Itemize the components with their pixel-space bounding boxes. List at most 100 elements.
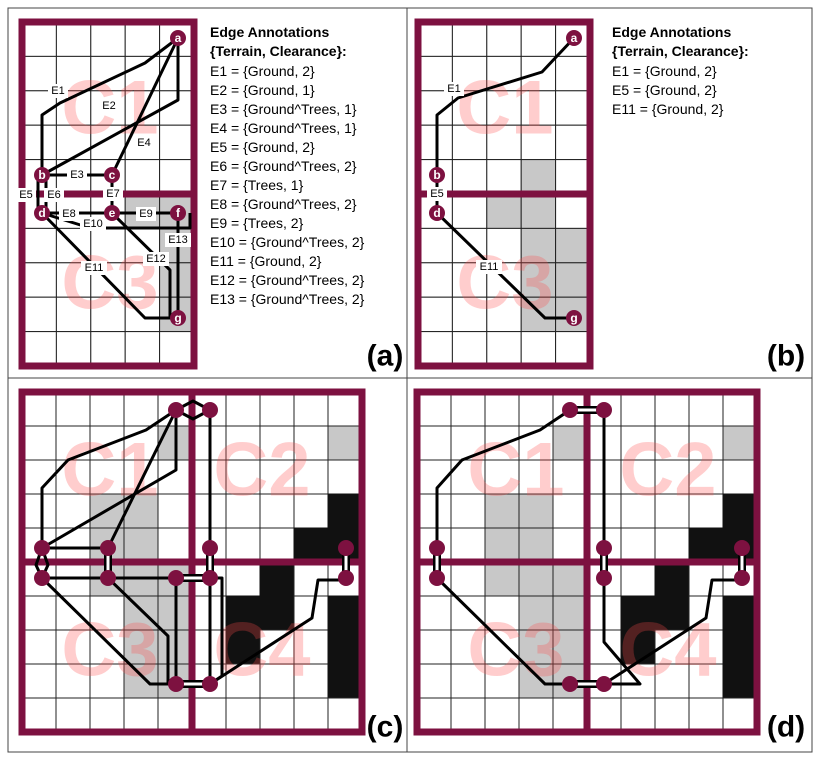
annotation-line: E3 = {Ground^Trees, 1} xyxy=(210,101,357,117)
edge-label-e2: E2 xyxy=(99,99,119,113)
svg-text:E3: E3 xyxy=(70,169,83,181)
node-b: b xyxy=(34,167,50,183)
edge-c2 xyxy=(41,410,178,550)
svg-text:b: b xyxy=(38,168,45,182)
grid-cell xyxy=(484,391,520,427)
grid-cell xyxy=(520,21,557,57)
grid-cell xyxy=(21,262,57,298)
node xyxy=(429,540,445,556)
svg-text:g: g xyxy=(570,311,577,325)
trees-cell xyxy=(518,493,554,529)
svg-text:E8: E8 xyxy=(62,208,75,220)
cluster-label: C1 xyxy=(61,428,158,513)
grid-cell xyxy=(451,193,488,229)
grid-cell xyxy=(620,697,656,733)
svg-text:E1: E1 xyxy=(447,83,460,95)
cluster-label: C2 xyxy=(619,428,716,513)
grid-cell xyxy=(293,425,329,461)
edge-label-e3: E3 xyxy=(67,168,87,182)
panel-b-nodes: a b d g xyxy=(429,30,582,326)
grid-cell xyxy=(586,697,622,733)
grid-cell xyxy=(520,331,557,367)
trees-cell xyxy=(552,629,588,665)
grid-cell xyxy=(416,493,452,529)
grid-cell xyxy=(21,227,57,264)
panel-b-annotations: Edge Annotations {Terrain, Clearance}: E… xyxy=(612,24,749,117)
svg-text:E5: E5 xyxy=(19,189,32,201)
grid-cell xyxy=(450,527,486,563)
node xyxy=(100,570,116,586)
grid-cell xyxy=(416,391,452,427)
grid-cell xyxy=(21,663,57,699)
blocked-cell xyxy=(327,663,363,699)
grid-cell xyxy=(89,595,125,631)
annotation-line: E4 = {Ground^Trees, 1} xyxy=(210,120,357,136)
cluster-label: C1 xyxy=(467,428,564,513)
blocked-cell xyxy=(654,595,690,631)
grid-cell xyxy=(451,331,488,367)
grid-cell xyxy=(552,697,588,733)
grid-cell xyxy=(416,697,452,733)
grid-cell xyxy=(555,124,591,161)
grid-cell xyxy=(21,331,57,367)
node xyxy=(562,402,578,418)
panel-label-b: (b) xyxy=(767,340,805,373)
grid-cell xyxy=(55,331,92,367)
panel-label-d: (d) xyxy=(767,711,805,744)
edge-e11 xyxy=(40,211,178,320)
blocked-cell xyxy=(293,527,329,563)
annotation-line: E10 = {Ground^Trees, 2} xyxy=(210,234,365,250)
svg-text:E7: E7 xyxy=(106,188,119,200)
grid-cell xyxy=(21,391,57,427)
svg-text:c: c xyxy=(109,168,116,182)
edge-label-e8: E8 xyxy=(59,207,79,221)
grid-cell xyxy=(552,459,588,495)
grid-cell xyxy=(157,493,193,529)
grid-cell xyxy=(89,425,125,461)
edge-e1 xyxy=(435,36,576,175)
edge-e12 xyxy=(110,211,172,318)
trees-cell xyxy=(552,561,588,597)
grid-cell xyxy=(159,124,195,161)
node-d: d xyxy=(429,205,445,221)
grid-cell xyxy=(416,663,452,699)
grid-cell xyxy=(89,697,125,733)
grid-cell xyxy=(123,697,159,733)
node xyxy=(34,570,50,586)
grid-cell xyxy=(620,493,656,529)
node xyxy=(34,540,50,556)
grid-cell xyxy=(157,527,193,563)
node xyxy=(202,676,218,692)
panel-d: C1 C2 C3 C4 xyxy=(413,388,805,744)
panel-d-nodes xyxy=(429,402,750,692)
grid-cell xyxy=(89,391,125,427)
grid-cell xyxy=(293,493,329,529)
grid-cell xyxy=(555,159,591,195)
node xyxy=(202,570,218,586)
trees-cell xyxy=(722,425,758,461)
trees-cell xyxy=(520,159,557,195)
grid-cell xyxy=(450,493,486,529)
edge-d5 xyxy=(603,578,742,686)
grid-cell xyxy=(518,391,554,427)
node-g: g xyxy=(566,310,582,326)
trees-cell xyxy=(123,663,159,699)
blocked-cell xyxy=(327,595,363,631)
panel-c: C1 C2 C3 C4 xyxy=(18,388,403,744)
grid-cell xyxy=(450,663,486,699)
trees-cell xyxy=(518,663,554,699)
grid-cell xyxy=(225,697,261,733)
svg-text:f: f xyxy=(176,206,181,220)
annotation-title: Edge Annotations xyxy=(612,24,731,40)
node xyxy=(168,402,184,418)
edge-label-e11: E11 xyxy=(476,260,502,274)
blocked-cell xyxy=(722,595,758,631)
svg-text:d: d xyxy=(433,206,440,220)
grid-cell xyxy=(123,459,159,495)
grid-cell xyxy=(191,697,227,733)
node xyxy=(596,676,612,692)
edge-e1 xyxy=(40,36,179,175)
annotation-line: E5 = {Ground, 2} xyxy=(210,139,315,155)
annotation-line: E13 = {Ground^Trees, 2} xyxy=(210,291,365,307)
annotation-line: E8 = {Ground^Trees, 2} xyxy=(210,196,357,212)
